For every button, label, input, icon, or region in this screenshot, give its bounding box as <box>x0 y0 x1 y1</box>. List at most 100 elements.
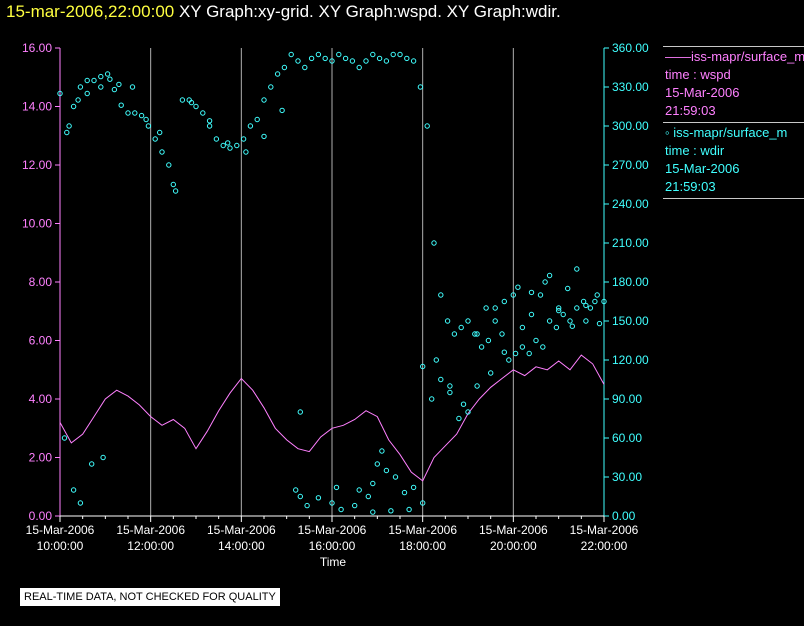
wdir-data-point <box>107 76 113 82</box>
x-tick-label-date: 15-Mar-2006 <box>479 523 548 537</box>
wdir-data-point <box>281 64 288 71</box>
wdir-data-point <box>356 64 362 71</box>
wdir-data-point <box>376 55 383 62</box>
wdir-data-point <box>342 55 349 62</box>
x-tick-label-time: 22:00:00 <box>581 539 628 553</box>
wdir-data-point <box>179 97 186 103</box>
wdir-data-point <box>261 97 267 103</box>
wdir-data-point <box>288 51 294 58</box>
wdir-data-point <box>66 123 72 129</box>
wdir-data-point <box>447 389 453 396</box>
legend-wspd-series: iss-mapr/surface_m <box>691 49 804 64</box>
wdir-data-point <box>302 64 308 71</box>
wdir-data-point <box>465 318 471 324</box>
legend-wdir[interactable]: ◦ iss-mapr/surface_m time : wdir 15-Mar-… <box>663 123 804 199</box>
legend-wdir-param: time : wdir <box>665 143 725 158</box>
wdir-data-point <box>431 240 437 246</box>
wdir-data-point <box>540 344 546 350</box>
wdir-data-point <box>315 51 322 58</box>
wdir-data-point <box>206 123 213 129</box>
wdir-data-point <box>152 136 158 142</box>
wdir-data-point <box>213 136 220 142</box>
legend-wdir-time: 21:59:03 <box>665 179 716 194</box>
wdir-data-point <box>70 487 77 493</box>
x-tick-label-date: 15-Mar-2006 <box>116 523 185 537</box>
wdir-data-point <box>583 318 589 324</box>
wdir-data-point <box>188 99 195 106</box>
wdir-data-point <box>465 409 471 415</box>
left-y-tick-label: 2.00 <box>29 451 53 465</box>
wdir-data-point <box>315 495 322 501</box>
wdir-data-point <box>574 266 580 272</box>
wdir-data-point <box>91 77 97 84</box>
wdir-data-point <box>485 337 492 344</box>
wdir-data-point <box>370 480 376 487</box>
legend-wspd-date: 15-Mar-2006 <box>665 85 740 100</box>
wdir-data-point <box>499 331 505 337</box>
wdir-data-point <box>528 311 535 318</box>
wdir-data-point <box>338 506 344 513</box>
wdir-data-point <box>193 103 199 110</box>
right-y-tick-label: 150.00 <box>612 314 649 328</box>
right-y-tick-label: 180.00 <box>612 275 649 289</box>
right-y-tick-label: 240.00 <box>612 197 649 211</box>
x-tick-label-time: 10:00:00 <box>37 539 84 553</box>
left-y-tick-label: 6.00 <box>29 334 53 348</box>
wdir-data-point <box>397 51 403 58</box>
wdir-data-point <box>159 149 165 155</box>
wdir-data-point <box>406 506 412 513</box>
wdir-data-point <box>392 474 399 480</box>
wdir-data-point <box>220 142 226 149</box>
right-y-tick-label: 330.00 <box>612 80 649 94</box>
legend: ——iss-mapr/surface_m time : wspd 15-Mar-… <box>663 46 804 199</box>
wdir-data-point <box>352 502 358 509</box>
wdir-data-point <box>170 181 177 188</box>
wdir-data-point <box>57 90 63 97</box>
left-y-tick-label: 8.00 <box>29 275 53 289</box>
wdir-data-point <box>329 58 335 64</box>
wdir-data-point <box>116 81 122 88</box>
wdir-data-point <box>349 58 356 64</box>
wdir-data-point <box>438 292 444 298</box>
wdir-data-point <box>77 84 84 90</box>
wdir-data-point <box>365 493 371 500</box>
wdir-data-point <box>433 357 439 363</box>
wdir-data-point <box>438 376 444 383</box>
wdir-data-point <box>458 324 464 331</box>
wdir-data-point <box>322 55 328 62</box>
wdir-data-point <box>424 123 430 129</box>
title-graph-names: XY Graph:xy-grid. XY Graph:wspd. XY Grap… <box>178 2 561 21</box>
wdir-data-point <box>460 401 467 407</box>
wdir-data-point <box>293 487 299 493</box>
wdir-data-point <box>111 86 118 93</box>
wdir-data-point <box>379 448 385 454</box>
wdir-data-point <box>98 84 104 90</box>
right-y-tick-label: 60.00 <box>612 431 642 445</box>
wdir-data-point <box>75 97 81 103</box>
wdir-data-point <box>401 489 408 496</box>
legend-wdir-series: iss-mapr/surface_m <box>673 125 788 140</box>
wdir-data-point <box>542 279 548 285</box>
legend-wspd[interactable]: ——iss-mapr/surface_m time : wspd 15-Mar-… <box>663 46 804 123</box>
wdir-data-point <box>492 318 498 324</box>
wdir-data-point <box>410 484 417 491</box>
wdir-data-point <box>145 123 152 129</box>
wdir-data-point <box>356 487 362 493</box>
wdir-data-point <box>374 461 380 467</box>
wdir-data-point <box>104 71 111 77</box>
wdir-data-point <box>478 344 485 350</box>
wdir-data-point <box>596 320 603 327</box>
right-y-tick-label: 0.00 <box>612 509 636 523</box>
x-axis-title: Time <box>320 555 347 569</box>
left-y-tick-label: 10.00 <box>22 217 52 231</box>
wspd-series-line <box>59 354 605 482</box>
left-y-tick-label: 4.00 <box>29 392 53 406</box>
wdir-data-point <box>410 58 417 64</box>
x-tick-label-date: 15-Mar-2006 <box>298 523 367 537</box>
wdir-data-point <box>512 350 519 357</box>
wdir-data-point <box>574 305 580 311</box>
right-y-tick-label: 360.00 <box>612 41 649 55</box>
wdir-data-point <box>98 73 104 80</box>
wdir-data-point <box>580 298 587 305</box>
